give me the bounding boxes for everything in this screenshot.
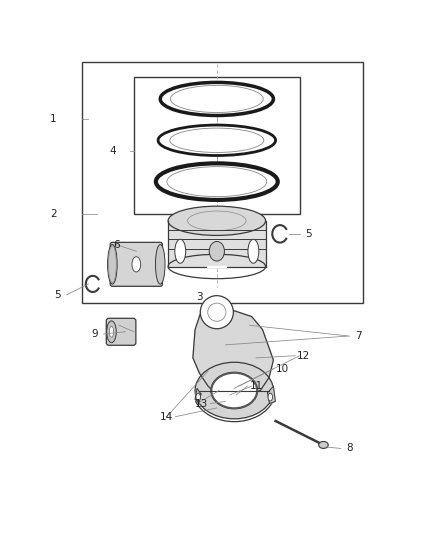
Text: 9: 9 [92, 329, 98, 339]
Ellipse shape [107, 321, 116, 343]
Text: 11: 11 [249, 381, 263, 391]
FancyBboxPatch shape [106, 318, 136, 345]
Text: 4: 4 [109, 146, 116, 156]
Text: 13: 13 [195, 399, 208, 409]
Bar [168, 221, 265, 266]
Text: 5: 5 [305, 229, 311, 239]
Polygon shape [195, 389, 201, 403]
Ellipse shape [156, 163, 278, 200]
Text: 5: 5 [55, 290, 61, 300]
Ellipse shape [132, 257, 141, 272]
Ellipse shape [200, 296, 233, 329]
Text: 3: 3 [196, 292, 203, 302]
Bar [82, 62, 363, 303]
Ellipse shape [108, 245, 117, 284]
Ellipse shape [110, 326, 114, 337]
Ellipse shape [319, 441, 328, 448]
Ellipse shape [160, 83, 273, 116]
Ellipse shape [268, 393, 272, 401]
Bar [134, 77, 300, 214]
Ellipse shape [155, 245, 165, 284]
Polygon shape [193, 310, 273, 395]
Polygon shape [268, 386, 276, 403]
Text: 12: 12 [297, 351, 311, 361]
Ellipse shape [211, 372, 258, 409]
Ellipse shape [195, 362, 273, 419]
Ellipse shape [175, 239, 186, 263]
Ellipse shape [158, 125, 276, 156]
Text: 10: 10 [276, 364, 289, 374]
Ellipse shape [248, 239, 259, 263]
Text: 2: 2 [50, 209, 57, 219]
Ellipse shape [168, 206, 265, 236]
Text: 6: 6 [113, 240, 120, 250]
Text: 1: 1 [50, 114, 57, 124]
Ellipse shape [196, 393, 200, 401]
Text: 7: 7 [355, 331, 362, 341]
Ellipse shape [209, 241, 224, 261]
FancyBboxPatch shape [110, 243, 162, 286]
Text: 8: 8 [346, 443, 353, 454]
Text: 14: 14 [160, 411, 173, 422]
